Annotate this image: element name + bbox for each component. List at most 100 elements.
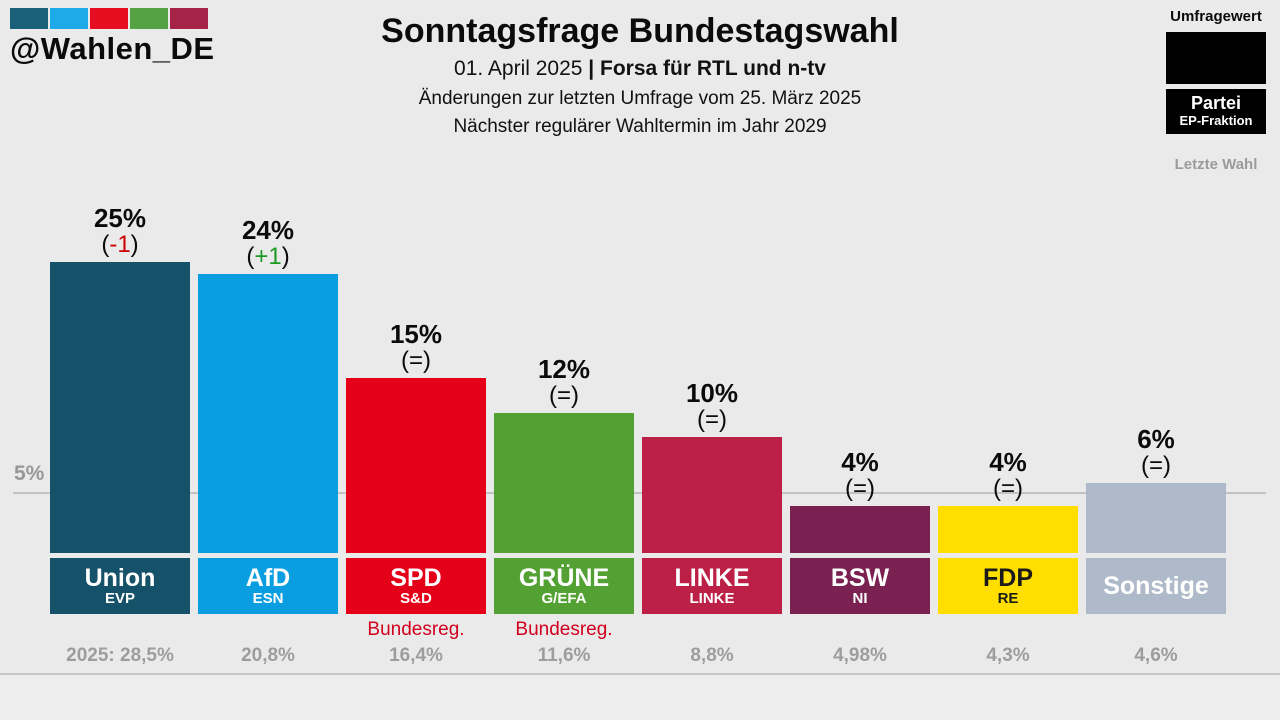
bsw-faction-name: NI — [852, 590, 868, 608]
linke-name-box: LINKE LINKE — [642, 558, 782, 614]
afd-change-paren-close: ) — [281, 243, 290, 270]
linke-bar — [642, 437, 782, 553]
linke-change-paren-close: ) — [719, 406, 727, 433]
legend-party-swatch: Partei EP-Fraktion — [1166, 89, 1266, 134]
spd-change-paren-close: ) — [423, 347, 431, 374]
afd-value-label: 24% — [241, 215, 295, 245]
threshold-5-percent-line — [13, 492, 1266, 494]
union-change-label: (-1) — [50, 231, 190, 259]
fdp-last-election-value: 4,3% — [986, 645, 1030, 666]
union-change-paren-close: ) — [130, 231, 139, 258]
bsw-last-election-value: 4,98% — [833, 645, 887, 666]
sonstige-bar — [1086, 483, 1226, 553]
bsw-value-label: 4% — [841, 447, 879, 477]
sonstige-name-box: Sonstige — [1086, 558, 1226, 614]
spd-party-name: SPD — [390, 564, 442, 592]
bsw-change-paren-open: ( — [844, 475, 853, 502]
union-party-name: Union — [84, 564, 156, 592]
legend-faction-label: EP-Fraktion — [1179, 113, 1253, 129]
bsw-change-paren-close: ) — [867, 475, 875, 502]
grne-faction-name: G/EFA — [541, 590, 587, 608]
afd-change-value: +1 — [254, 243, 282, 270]
spd-last-election-value: 16,4% — [389, 645, 443, 666]
union-last-election-value: 2025: 28,5% — [66, 645, 174, 666]
bsw-name-box: BSW NI — [790, 558, 930, 614]
header: Sonntagsfrage Bundestagswahl 01. April 2… — [240, 12, 1040, 138]
sonstige-last-election-value: 4,6% — [1134, 645, 1178, 666]
fdp-name-box: FDP RE — [938, 558, 1078, 614]
grne-value-label: 12% — [537, 354, 591, 384]
fdp-value-label: 4% — [989, 447, 1027, 477]
fdp-change-value: = — [1000, 475, 1015, 502]
grne-change-label: (=) — [494, 382, 634, 410]
bsw-party-name: BSW — [830, 564, 890, 592]
subtitle-changes: Änderungen zur letzten Umfrage vom 25. M… — [418, 88, 862, 109]
spd-value-label: 15% — [389, 319, 443, 349]
linke-change-value: = — [704, 406, 719, 433]
sonstige-value-label: 6% — [1137, 424, 1175, 454]
subtitle-source: | Forsa für RTL und n-tv — [588, 57, 826, 80]
account-handle: @Wahlen_DE — [10, 31, 215, 66]
afd-party-name: AfD — [245, 564, 291, 592]
spd-change-label: (=) — [346, 347, 486, 375]
grne-government-note: Bundesreg. — [515, 619, 613, 640]
grne-party-name: GRÜNE — [518, 564, 610, 592]
legend-umfragewert-label: Umfragewert — [1170, 8, 1262, 25]
afd-name-box: AfD ESN — [198, 558, 338, 614]
legend: Umfragewert Partei EP-Fraktion Letzte Wa… — [1166, 8, 1266, 173]
legend-party-label: Partei — [1190, 93, 1242, 114]
sonstige-change-label: (=) — [1086, 452, 1226, 480]
grne-last-election-value: 11,6% — [537, 645, 591, 666]
union-name-box: Union EVP — [50, 558, 190, 614]
afd-last-election-value: 20,8% — [241, 645, 295, 666]
fdp-party-name: FDP — [983, 564, 1033, 592]
spd-change-paren-open: ( — [400, 347, 409, 374]
grne-change-value: = — [556, 382, 571, 409]
subtitle-date-source: 01. April 2025 | Forsa für RTL und n-tv — [240, 57, 1040, 81]
linke-value-label: 10% — [685, 378, 739, 408]
linke-change-label: (=) — [642, 406, 782, 434]
spd-bar — [346, 378, 486, 553]
union-value-label: 25% — [93, 203, 147, 233]
linke-change-paren-open: ( — [696, 406, 705, 433]
threshold-5-percent-label: 5% — [14, 462, 45, 485]
page-title: Sonntagsfrage Bundestagswahl — [381, 12, 899, 50]
brand-block: @Wahlen_DE — [10, 8, 215, 67]
logo-swatch-5 — [170, 8, 208, 29]
logo-swatch-1 — [10, 8, 48, 29]
bsw-change-label: (=) — [790, 475, 930, 503]
sonstige-change-paren-open: ( — [1140, 452, 1149, 479]
sonstige-party-name: Sonstige — [1103, 571, 1209, 600]
grne-change-paren-open: ( — [548, 382, 557, 409]
logo-swatch-3 — [90, 8, 128, 29]
linke-last-election-value: 8,8% — [690, 645, 734, 666]
logo-swatch-2 — [50, 8, 88, 29]
fdp-change-label: (=) — [938, 475, 1078, 503]
linke-faction-name: LINKE — [689, 590, 735, 608]
legend-last-election-label: Letzte Wahl — [1174, 156, 1258, 173]
footer-divider — [0, 673, 1280, 675]
legend-poll-value-swatch — [1166, 32, 1266, 84]
subtitle-next-election: Nächster regulärer Wahltermin im Jahr 20… — [453, 116, 827, 137]
bsw-bar — [790, 506, 930, 553]
fdp-faction-name: RE — [997, 590, 1019, 608]
brand-logo — [10, 8, 215, 29]
union-change-paren-open: ( — [101, 231, 110, 258]
spd-name-box: SPD S&D — [346, 558, 486, 614]
spd-faction-name: S&D — [400, 590, 432, 608]
subtitle-date: 01. April 2025 — [454, 57, 589, 80]
afd-faction-name: ESN — [252, 590, 284, 608]
fdp-change-paren-close: ) — [1015, 475, 1023, 502]
union-faction-name: EVP — [104, 590, 135, 608]
afd-bar — [198, 274, 338, 553]
logo-swatch-4 — [130, 8, 168, 29]
bsw-change-value: = — [852, 475, 867, 502]
spd-change-value: = — [408, 347, 423, 374]
union-change-value: -1 — [109, 231, 131, 258]
union-bar — [50, 262, 190, 553]
linke-party-name: LINKE — [674, 564, 750, 592]
spd-government-note: Bundesreg. — [367, 619, 465, 640]
afd-change-label: (+1) — [198, 243, 338, 271]
sonstige-change-value: = — [1148, 452, 1163, 479]
